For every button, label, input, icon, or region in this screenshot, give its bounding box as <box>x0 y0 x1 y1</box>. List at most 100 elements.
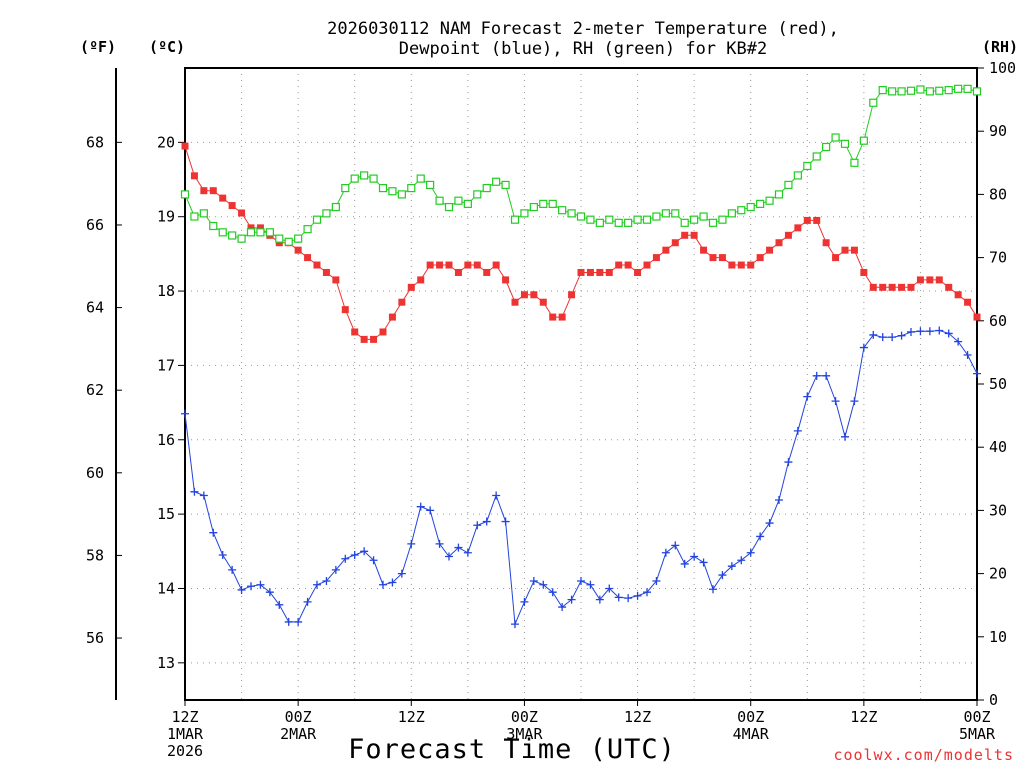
rh-point <box>784 180 793 190</box>
dewpoint-point <box>765 519 774 528</box>
rh-point <box>963 84 972 93</box>
celsius-tick-label: 13 <box>157 654 175 672</box>
temperature-point <box>652 254 660 262</box>
dewpoint-point <box>529 577 538 586</box>
dewpoint-point <box>624 594 633 603</box>
rh-point <box>378 183 388 193</box>
dewpoint-point <box>473 521 482 530</box>
temperature-point <box>322 268 330 276</box>
celsius-tick-label: 18 <box>157 282 175 300</box>
dewpoint-point <box>916 327 925 336</box>
rh-point <box>935 86 944 95</box>
temperature-point <box>520 291 528 299</box>
x-axis-title: Forecast Time (UTC) <box>348 734 676 765</box>
temperature-point <box>304 254 312 262</box>
temperature-point <box>671 239 679 247</box>
dewpoint-point <box>190 487 199 496</box>
dewpoint-point <box>812 371 821 380</box>
temperature-point <box>813 216 821 224</box>
temperature-point <box>388 313 396 321</box>
celsius-tick-label: 16 <box>157 431 175 449</box>
rh-tick-label: 80 <box>989 185 1007 203</box>
temperature-point <box>700 246 708 254</box>
rh-point <box>718 215 727 224</box>
rh-point <box>576 212 586 221</box>
temperature-point <box>341 306 349 314</box>
dewpoint-point <box>614 593 623 602</box>
rh-point <box>454 196 463 205</box>
rh-point <box>633 215 642 224</box>
dewpoint-point <box>482 517 491 526</box>
dewpoint-point <box>435 539 444 548</box>
rh-point <box>906 86 916 95</box>
rh-tick-label: 60 <box>989 312 1007 330</box>
dewpoint-point <box>643 588 651 597</box>
celsius-tick-label: 15 <box>157 505 175 523</box>
rh-point <box>482 183 491 193</box>
temperature-point <box>615 261 623 269</box>
temperature-point <box>219 194 227 202</box>
rh-point <box>680 218 689 227</box>
fahrenheit-tick-label: 58 <box>86 546 104 564</box>
dewpoint-point <box>633 591 642 600</box>
celsius-tick-label: 19 <box>157 208 175 226</box>
rh-point <box>501 180 510 190</box>
dewpoint-point <box>897 331 906 340</box>
fahrenheit-tick-label: 56 <box>86 629 104 647</box>
dewpoint-point <box>558 603 567 612</box>
temperature-point <box>973 313 981 321</box>
dewpoint-point <box>454 543 463 552</box>
rh-point <box>699 212 708 221</box>
temperature-point <box>888 283 896 291</box>
rh-point <box>237 234 246 243</box>
dewpoint-point <box>925 327 934 336</box>
rh-point <box>916 85 925 94</box>
dewpoint-point <box>680 559 689 568</box>
x-tick-label: 12Z <box>624 708 651 726</box>
temperature-point <box>681 231 689 239</box>
dewpoint-point <box>501 517 510 526</box>
rh-tick-label: 70 <box>989 249 1007 267</box>
x-tick-label: 00Z <box>511 708 538 726</box>
rh-point <box>567 209 576 218</box>
temperature-point <box>351 328 359 336</box>
chart-title-line-1: 2026030112 NAM Forecast 2-meter Temperat… <box>327 19 839 39</box>
temperature-point <box>181 142 189 150</box>
rh-point <box>388 187 397 196</box>
axes <box>115 67 978 701</box>
temperature-point <box>586 268 594 276</box>
dewpoint-point <box>859 343 868 352</box>
rh-point <box>878 86 887 95</box>
dewpoint-point <box>850 397 859 406</box>
rh-point <box>661 209 670 218</box>
dewpoint-point <box>209 528 218 537</box>
rh-point <box>369 174 378 183</box>
rh-point <box>256 228 265 237</box>
rh-tick-label: 10 <box>989 628 1007 646</box>
dewpoint-point <box>275 600 284 609</box>
dewpoint-point <box>265 588 274 597</box>
rh-point <box>360 171 369 180</box>
dewpoint-point <box>605 584 614 593</box>
credit-text: coolwx.com/modelts <box>833 746 1014 764</box>
fahrenheit-tick-label: 64 <box>86 299 104 317</box>
dewpoint-point <box>567 595 576 604</box>
rh-point <box>180 190 190 199</box>
dewpoint-point <box>228 565 237 574</box>
dewpoint-point <box>322 577 331 586</box>
dewpoint-point <box>360 547 369 556</box>
celsius-tick-label: 17 <box>157 356 175 374</box>
rh-tick-label: 40 <box>989 438 1007 456</box>
rh-point <box>322 209 331 218</box>
temperature-point <box>379 328 387 336</box>
dewpoint-point <box>831 397 840 406</box>
temperature-point <box>190 172 198 180</box>
rh-point <box>558 206 567 215</box>
rh-point <box>426 180 435 190</box>
rh-tick-label: 30 <box>989 501 1007 519</box>
dewpoint-point <box>539 580 548 589</box>
rh-point <box>539 199 548 208</box>
x-tick-label: 12Z <box>171 708 198 726</box>
x-tick-label: 3MAR <box>506 725 543 743</box>
